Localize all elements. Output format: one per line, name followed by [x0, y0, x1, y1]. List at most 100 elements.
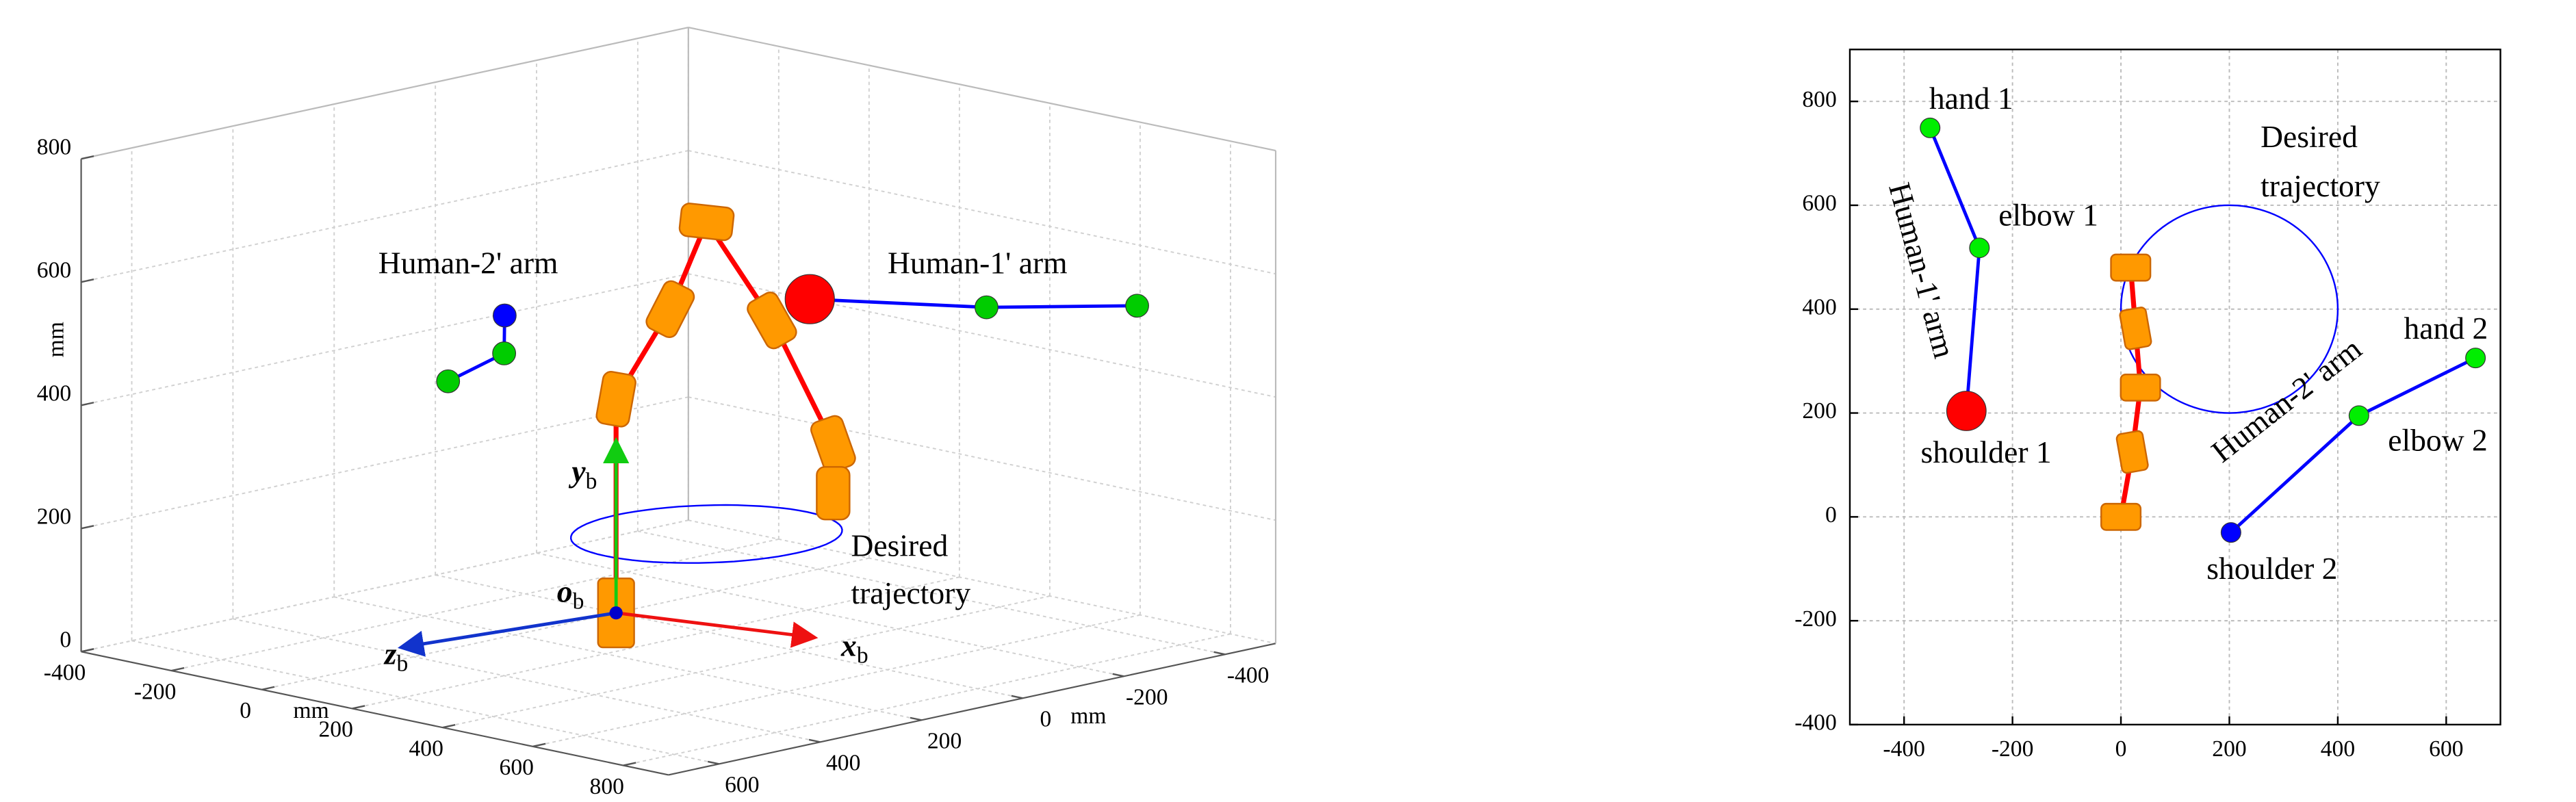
y-tick-label: 200: [1802, 398, 1836, 424]
arm-joint: [1946, 391, 1987, 431]
z-axis-label: mm: [44, 322, 69, 357]
frame-subscript: b: [857, 643, 868, 668]
frame-symbol: o: [557, 574, 573, 609]
robot-joint: [747, 292, 797, 350]
x-tick-label: 400: [826, 751, 860, 776]
y-tick-label: 0: [1825, 502, 1837, 528]
robot-joint: [2119, 307, 2152, 350]
tick-mark: [910, 716, 922, 721]
arm-name: Human-2' arm: [378, 246, 558, 281]
x-tick-label: 600: [2429, 736, 2463, 762]
grid-line: [81, 273, 689, 406]
x-tick-label: -400: [1227, 663, 1270, 688]
arm-joint: [436, 369, 461, 393]
robot-joint: [2120, 373, 2161, 402]
z-tick-label: 600: [37, 258, 71, 283]
robot-base-frame: xb yb zb ob: [383, 437, 868, 676]
plot-3d-background: -400 -200 0 200 400 600 800 -400 -200 0 200 400 600 0…: [37, 26, 1277, 799]
frame-label: yb: [568, 454, 597, 493]
frame-label: ob: [557, 574, 584, 614]
x-tick-label: -400: [1883, 736, 1925, 762]
x-tick-label: -200: [1992, 736, 2034, 762]
grid-line: [334, 596, 922, 721]
arm-joint: [1125, 294, 1149, 318]
trajectory-circle: [569, 504, 843, 564]
tick-mark: [81, 402, 94, 406]
grid-line: [688, 396, 1276, 521]
tick-mark: [352, 705, 365, 710]
frame-symbol: y: [568, 454, 586, 489]
x-tick-label: 200: [2212, 736, 2246, 762]
tick-mark: [81, 648, 94, 653]
z-axis-arrow: [397, 611, 617, 657]
frame-label: xb: [840, 628, 868, 668]
tick-mark: [261, 686, 275, 690]
x-tick-label: -200: [1126, 685, 1168, 710]
tick-mark: [532, 742, 546, 748]
arm-joint: [2220, 522, 2241, 543]
tick-mark: [1213, 651, 1226, 656]
frame-subscript: b: [396, 651, 408, 676]
point-label: elbow 2: [2388, 423, 2488, 458]
z-tick-label: 200: [37, 504, 71, 530]
y-tick-label: 400: [1802, 294, 1836, 320]
robot-links: [614, 216, 836, 493]
arm-name: Human-1' arm: [888, 246, 1068, 281]
y-tick-label: 600: [500, 755, 534, 780]
y-tick-label: 400: [409, 736, 443, 761]
tick-mark: [808, 738, 821, 743]
grid-line: [688, 150, 1276, 275]
tick-mark: [171, 667, 185, 672]
y-tick-label: 800: [1802, 87, 1836, 112]
robot-joint: [810, 415, 856, 473]
grid-line: [171, 538, 780, 671]
grid-line: [261, 557, 870, 690]
frame-subscript: b: [573, 588, 584, 614]
tick-mark: [1011, 695, 1023, 699]
frame-symbol: x: [840, 628, 857, 663]
x-tick-label: 600: [725, 773, 759, 798]
grid-line: [81, 519, 689, 653]
plot-2d: -400 -200 0 200 400 600 -400 -200 0 200 400 600 800 D…: [1794, 49, 2501, 762]
y-tick-label: 800: [590, 774, 624, 799]
robot-joint: [678, 203, 735, 242]
grid-line: [81, 150, 689, 283]
arm-joint: [492, 303, 517, 328]
tick-mark: [442, 723, 456, 729]
frame-label: zb: [383, 636, 409, 676]
arm-joint: [2465, 348, 2486, 369]
axis-frame: [668, 643, 1276, 776]
grid-line: [352, 576, 960, 710]
arm-line: [810, 297, 1137, 309]
tick-mark: [1112, 673, 1124, 677]
z-tick-label: 0: [60, 628, 71, 653]
tick-mark: [623, 762, 636, 766]
grid-line: [536, 552, 1124, 677]
grid-line: [233, 618, 821, 743]
plot-area: [1849, 49, 2501, 725]
plot-frame: [1849, 49, 2501, 726]
z-tick-label: 800: [37, 134, 71, 159]
tick-mark: [81, 279, 94, 283]
point-label: shoulder 1: [1920, 435, 2051, 469]
x-tick-label: 400: [2321, 736, 2355, 762]
trajectory-label: trajectory: [2261, 168, 2380, 203]
grid-line: [688, 519, 1276, 645]
tick-mark: [707, 760, 719, 765]
y-tick-label: 200: [318, 717, 352, 742]
y-tick-label: 0: [240, 698, 251, 723]
x-axis-label: mm: [1070, 703, 1106, 729]
arm-joint: [1969, 237, 1990, 259]
grid-line: [81, 396, 689, 530]
point-label: hand 2: [2404, 311, 2488, 346]
point-label: elbow 1: [1998, 197, 2098, 232]
arm-joint: [1920, 117, 1941, 138]
z-tick-label: 400: [37, 381, 71, 406]
y-tick-label: -200: [134, 679, 177, 704]
trajectory-label: Desired: [851, 528, 948, 563]
grid-line: [623, 633, 1231, 766]
trajectory-circle: [2120, 204, 2339, 414]
arm-joint: [2348, 405, 2369, 426]
frame-subscript: b: [586, 469, 597, 494]
